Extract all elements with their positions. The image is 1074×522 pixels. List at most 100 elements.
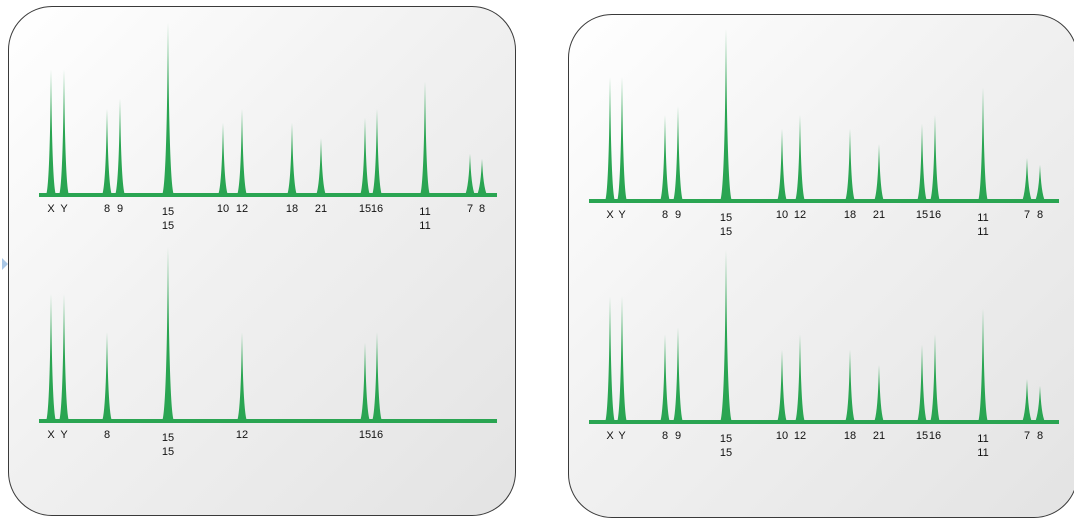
peak <box>237 109 247 195</box>
peak <box>720 29 732 201</box>
peak <box>59 293 69 421</box>
peak-label: X <box>606 430 614 442</box>
peak <box>930 334 940 422</box>
peak <box>795 334 805 422</box>
peak-label: Y <box>60 203 68 215</box>
panel-left: X Y 8 9 15 15 10 12 18 21 15 16 11 11 7 8 X Y 8 15 15 12 15 16 <box>8 6 516 516</box>
peak-label: 15 <box>162 432 174 444</box>
panel-right: X Y 8 9 15 15 10 12 18 21 15 16 11 11 7 8 X Y 8 9 15 15 10 12 1… <box>568 14 1074 518</box>
peak-label: 15 <box>720 212 732 224</box>
peak-label: 10 <box>776 430 788 442</box>
peak <box>237 332 247 421</box>
peak <box>420 81 430 195</box>
peak-label: X <box>606 209 614 221</box>
peak <box>874 365 884 422</box>
peak-label: 9 <box>675 430 681 442</box>
peak <box>115 98 125 195</box>
peak <box>605 77 615 201</box>
peak-label: 10 <box>217 203 229 215</box>
peak-label: Y <box>618 209 626 221</box>
peak-label: 15 <box>359 203 371 215</box>
peak <box>795 115 805 201</box>
peak <box>465 153 475 195</box>
peak <box>162 23 174 195</box>
peak-label: 7 <box>467 203 473 215</box>
peak <box>978 308 988 422</box>
peak-label: 12 <box>794 430 806 442</box>
peak <box>917 123 927 201</box>
peak <box>673 106 683 201</box>
peak-label-secondary: 15 <box>720 226 732 238</box>
peak <box>1035 385 1045 422</box>
peak-label: X <box>47 203 55 215</box>
peak <box>102 109 112 195</box>
peak <box>360 342 370 421</box>
peak-label: 8 <box>662 209 668 221</box>
peak-label-secondary: 11 <box>977 447 988 459</box>
peak <box>720 250 732 422</box>
peak <box>845 128 855 201</box>
peak-label-secondary: 11 <box>419 220 430 232</box>
peak-label: 7 <box>1024 430 1030 442</box>
peak <box>316 138 326 195</box>
peak-label: 18 <box>844 209 856 221</box>
peak-label: 18 <box>286 203 298 215</box>
peak-label: 21 <box>315 203 327 215</box>
peak-label: 11 <box>419 206 430 218</box>
peak <box>46 69 56 195</box>
peak-label: 16 <box>371 429 383 441</box>
peak-label-secondary: 15 <box>162 446 174 458</box>
peak <box>617 77 627 201</box>
peak <box>59 69 69 195</box>
peak-label: 11 <box>977 433 988 445</box>
peak-label: 18 <box>844 430 856 442</box>
peak-label: Y <box>60 429 68 441</box>
peak-label-secondary: 15 <box>720 447 732 459</box>
peak-label: X <box>47 429 55 441</box>
peak <box>477 158 487 195</box>
peak <box>360 117 370 195</box>
peak <box>1035 164 1045 201</box>
peak <box>930 115 940 201</box>
peak-label: 12 <box>794 209 806 221</box>
peak <box>777 349 787 422</box>
peak-label: 8 <box>479 203 485 215</box>
peak-label: 15 <box>916 430 928 442</box>
peak-label: 11 <box>977 212 988 224</box>
peak <box>660 115 670 201</box>
peak-label: 16 <box>371 203 383 215</box>
peak <box>673 327 683 422</box>
peak-label: 21 <box>873 430 885 442</box>
peak-label: 15 <box>359 429 371 441</box>
peak-label: 9 <box>117 203 123 215</box>
peak-label-secondary: 11 <box>977 226 988 238</box>
peak <box>660 334 670 422</box>
peak-label: 8 <box>1037 430 1043 442</box>
peak-label: Y <box>618 430 626 442</box>
peak <box>287 122 297 195</box>
peak <box>102 332 112 421</box>
peak-label: 9 <box>675 209 681 221</box>
peak-label: 8 <box>104 429 110 441</box>
peak <box>617 296 627 422</box>
peak-label: 8 <box>1037 209 1043 221</box>
peak <box>978 87 988 201</box>
side-marker-triangle-icon <box>2 258 8 270</box>
peak-label: 16 <box>929 209 941 221</box>
peak <box>777 128 787 201</box>
peak-label: 12 <box>236 429 248 441</box>
peak-label: 10 <box>776 209 788 221</box>
peak <box>372 332 382 421</box>
peak-label: 8 <box>104 203 110 215</box>
peak <box>1022 379 1032 422</box>
peak-label: 8 <box>662 430 668 442</box>
peak-label: 15 <box>916 209 928 221</box>
peak <box>845 349 855 422</box>
peak <box>218 122 228 195</box>
peak-label: 15 <box>162 206 174 218</box>
peak <box>372 109 382 195</box>
peak <box>1022 158 1032 201</box>
